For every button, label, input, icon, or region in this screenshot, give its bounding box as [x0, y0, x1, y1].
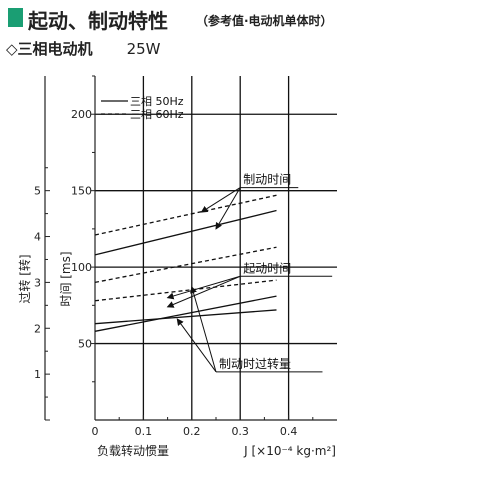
x-tick-label: 0.3 — [231, 425, 249, 438]
left-y-axis-label: 过转 [转] — [17, 254, 32, 303]
left-y-tick-label: 2 — [34, 322, 41, 335]
x-axis-caption: 负载转动惯量 — [97, 443, 169, 458]
right-y-tick-label: 100 — [71, 261, 92, 274]
annotation-arrow — [166, 275, 241, 300]
annotation-arrow — [166, 275, 241, 308]
annotation-arrow — [200, 187, 241, 213]
series-line — [94, 194, 277, 236]
annotation-arrow — [176, 318, 217, 373]
page-subtitle: （参考值·电动机单体时） — [196, 14, 333, 28]
x-axis-label: J [×10⁻⁴ kg·m²] — [243, 444, 336, 458]
series-line — [94, 209, 277, 256]
motor-power: 25W — [126, 40, 161, 58]
series-line — [94, 295, 277, 332]
x-tick-label: 0 — [92, 425, 99, 438]
annotation-arrow — [215, 187, 241, 230]
left-y-tick-label: 1 — [34, 368, 41, 381]
chart-axes: 0 0.1 0.2 0.3 0.4 50 100 150 200 1 2 3 4 5 — [34, 75, 337, 438]
series-line — [94, 246, 277, 284]
legend-label: 三相 50Hz — [130, 95, 184, 108]
motor-spec: ◇三相电动机 25W — [6, 38, 160, 59]
annotation-label: 制动时过转量 — [219, 356, 291, 371]
annotation-arrow — [190, 286, 217, 372]
right-y-tick-label: 150 — [71, 185, 92, 198]
x-tick-label: 0.2 — [183, 425, 201, 438]
chart-series — [94, 194, 277, 332]
diamond-icon: ◇ — [6, 40, 18, 58]
legend-label: 三相 60Hz — [130, 108, 184, 121]
header: 起动、制动特性 （参考值·电动机单体时） — [6, 4, 496, 33]
chart-labels: 负载转动惯量 J [×10⁻⁴ kg·m²] 过转 [转] 时间 [ms] — [17, 251, 336, 458]
series-line — [94, 309, 277, 325]
right-y-tick-label: 50 — [78, 338, 92, 351]
right-y-tick-label: 200 — [71, 108, 92, 121]
series-line — [94, 279, 277, 302]
x-tick-label: 0.4 — [280, 425, 298, 438]
left-y-tick-label: 5 — [34, 185, 41, 198]
header-accent-square — [8, 8, 23, 27]
left-y-tick-label: 3 — [34, 276, 41, 289]
annotation-label: 制动时间 — [243, 173, 291, 187]
page-title: 起动、制动特性 — [28, 9, 168, 33]
left-y-tick-label: 4 — [34, 231, 41, 244]
motor-label: 三相电动机 — [17, 40, 93, 58]
annotation-label: 起动时间 — [243, 261, 291, 275]
x-tick-label: 0.1 — [135, 425, 153, 438]
chart-grid — [95, 76, 337, 420]
right-y-axis-label: 时间 [ms] — [59, 251, 73, 306]
